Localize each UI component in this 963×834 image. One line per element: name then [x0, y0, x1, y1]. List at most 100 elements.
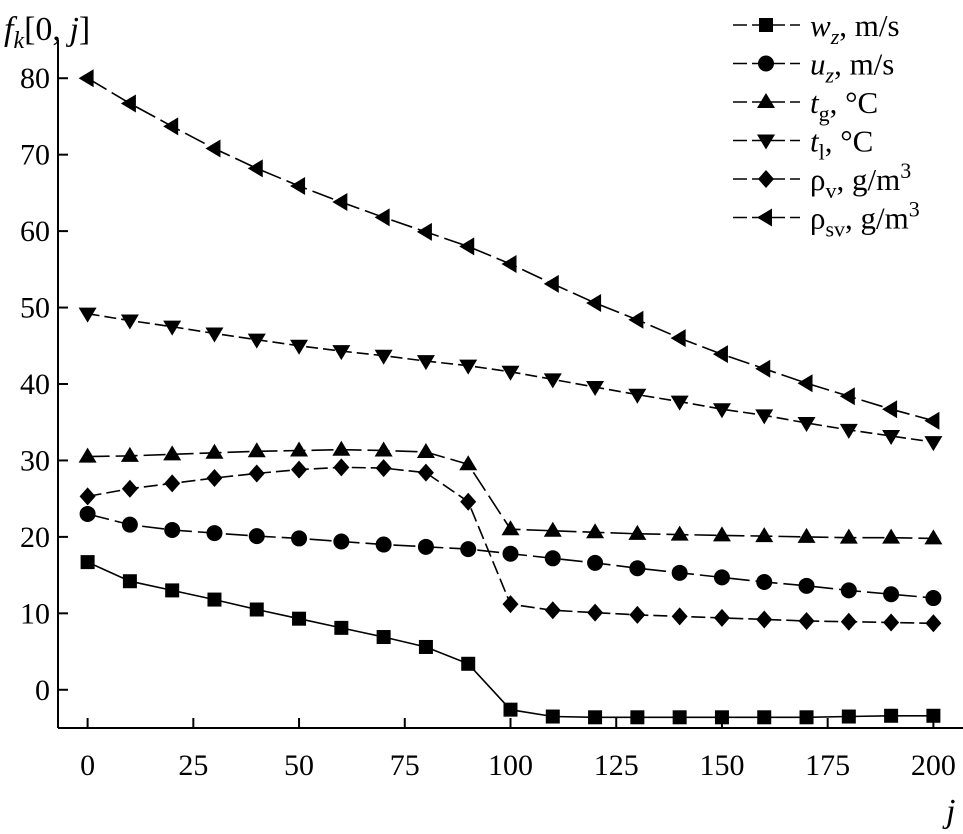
data-point-diamond: [758, 170, 774, 188]
x-tick-label: 25: [178, 749, 208, 782]
data-point-square: [714, 710, 729, 725]
data-point-square: [376, 630, 391, 645]
legend-label: tl, °C: [810, 124, 873, 165]
data-point-triangle-left: [78, 69, 94, 88]
data-point-diamond: [587, 603, 604, 622]
data-point-square: [165, 583, 180, 598]
legend-label: wz, m/s: [810, 8, 900, 49]
data-point-diamond: [671, 607, 688, 626]
data-point-triangle-down: [755, 409, 774, 425]
y-axis-title: fk[0, j]: [4, 11, 90, 54]
data-point-circle: [840, 582, 857, 599]
data-point-triangle-down: [205, 327, 224, 343]
data-point-triangle-up: [712, 526, 731, 542]
data-point-diamond: [291, 460, 308, 479]
data-point-diamond: [248, 464, 265, 483]
legend-item: ρv, g/m3: [733, 158, 911, 203]
data-point-diamond: [756, 610, 773, 629]
data-point-triangle-left: [205, 139, 221, 158]
y-tick-label: 60: [20, 215, 50, 248]
data-point-square: [207, 592, 222, 607]
legend-label: tg, °C: [810, 85, 878, 126]
data-point-square: [249, 602, 264, 617]
data-point-triangle-up: [247, 442, 266, 458]
data-point-diamond: [502, 595, 519, 614]
x-tick-label: 125: [594, 749, 639, 782]
data-point-triangle-down: [247, 333, 266, 349]
data-point-diamond: [206, 469, 223, 488]
data-point-triangle-left: [797, 374, 813, 393]
data-point-triangle-down: [374, 349, 393, 365]
y-tick-label: 30: [20, 444, 50, 477]
x-tick-label: 75: [390, 749, 420, 782]
series-circle: [79, 505, 942, 607]
data-point-triangle-left: [459, 237, 475, 256]
data-point-square: [841, 709, 856, 724]
data-point-diamond: [121, 479, 138, 498]
data-point-square: [759, 18, 773, 32]
legend-item: tl, °C: [733, 124, 873, 165]
data-point-circle: [333, 533, 350, 550]
series-group: [78, 69, 943, 725]
series-diamond: [79, 458, 942, 633]
data-point-triangle-left: [757, 208, 772, 227]
data-point-square: [418, 639, 433, 654]
data-point-triangle-up: [290, 441, 309, 457]
data-point-triangle-up: [78, 447, 97, 463]
data-point-triangle-left: [712, 345, 728, 364]
data-point-diamond: [883, 613, 900, 632]
data-point-diamond: [840, 612, 857, 631]
data-point-triangle-left: [290, 177, 306, 196]
data-point-triangle-up: [163, 445, 182, 461]
data-point-diamond: [375, 459, 392, 478]
data-point-triangle-left: [332, 193, 348, 212]
data-point-triangle-down: [757, 134, 775, 150]
data-point-circle: [758, 55, 774, 72]
y-tick-label: 10: [20, 597, 50, 630]
data-point-triangle-left: [247, 159, 263, 178]
data-point-triangle-up: [839, 528, 858, 544]
data-point-square: [926, 708, 941, 723]
data-point-triangle-down: [628, 388, 647, 404]
data-point-triangle-left: [882, 400, 898, 419]
data-point-triangle-down: [416, 355, 435, 371]
legend-label: ρsv, g/m3: [810, 197, 920, 242]
data-point-diamond: [164, 474, 181, 493]
y-tick-label: 70: [20, 139, 50, 172]
data-point-square: [884, 708, 899, 723]
data-point-triangle-left: [416, 222, 432, 241]
data-point-triangle-up: [459, 455, 478, 471]
data-point-triangle-up: [797, 527, 816, 543]
data-point-diamond: [333, 458, 350, 477]
data-point-triangle-up: [374, 441, 393, 457]
data-point-triangle-down: [670, 395, 689, 411]
data-point-diamond: [417, 463, 434, 482]
data-point-triangle-down: [586, 381, 605, 397]
data-point-circle: [629, 560, 646, 577]
data-point-square: [757, 710, 772, 725]
data-point-triangle-left: [628, 310, 644, 329]
data-point-circle: [925, 590, 942, 607]
legend-item: uz, m/s: [733, 47, 894, 88]
y-tick-label: 20: [20, 521, 50, 554]
data-point-triangle-left: [670, 329, 686, 348]
data-point-triangle-down: [543, 373, 562, 389]
data-point-square: [672, 710, 687, 725]
data-point-diamond: [629, 605, 646, 624]
data-point-triangle-up: [120, 446, 139, 462]
legend-item: tg, °C: [733, 85, 878, 126]
data-point-triangle-up: [628, 524, 647, 540]
data-point-triangle-up: [501, 520, 520, 536]
data-point-triangle-up: [332, 440, 351, 456]
data-point-triangle-left: [501, 254, 517, 273]
data-point-diamond: [79, 487, 96, 506]
series-triangle-up: [78, 440, 943, 545]
x-tick-label: 50: [284, 749, 314, 782]
data-point-circle: [248, 528, 265, 545]
series-square: [80, 555, 941, 725]
x-tick-label: 100: [488, 749, 533, 782]
data-point-triangle-down: [839, 423, 858, 439]
data-point-square: [545, 709, 560, 724]
